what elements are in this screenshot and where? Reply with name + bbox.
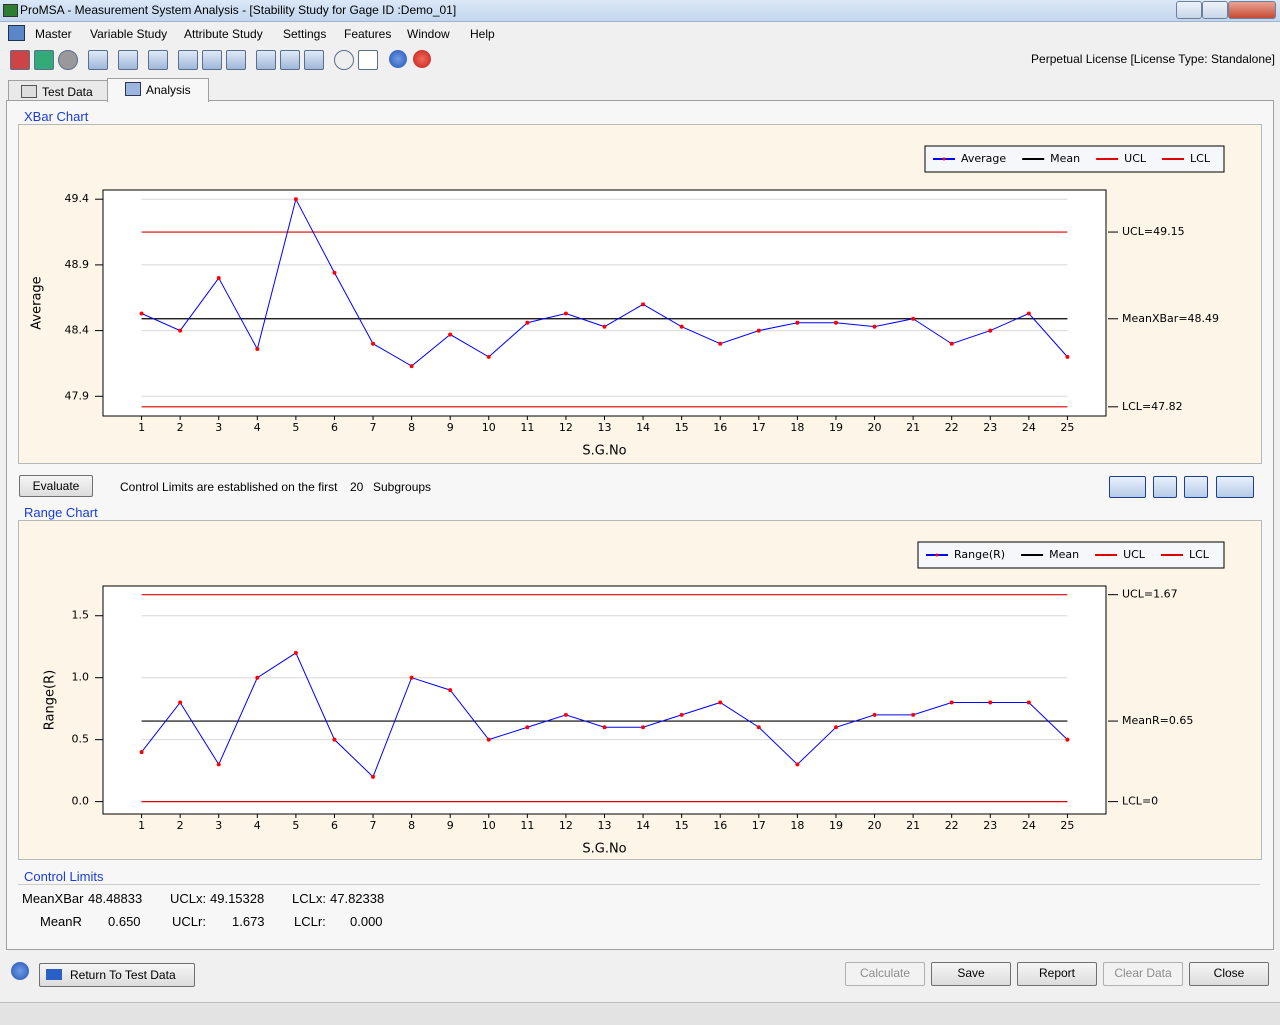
limit-value: 0.650 bbox=[108, 914, 141, 929]
clear-button[interactable]: Clear Data bbox=[1103, 962, 1183, 986]
tab-label: Analysis bbox=[146, 83, 191, 97]
group-label: Range Chart bbox=[24, 505, 98, 520]
limit-label: LCLx: bbox=[292, 891, 326, 906]
return-button[interactable]: Return To Test Data bbox=[39, 963, 195, 987]
tab[interactable]: Test Data bbox=[8, 80, 108, 101]
title-bar: ProMSA - Measurement System Analysis - [… bbox=[0, 0, 1280, 22]
limit-value: 0.000 bbox=[350, 914, 383, 929]
window-title: ProMSA - Measurement System Analysis - [… bbox=[20, 3, 457, 17]
tool-button[interactable] bbox=[334, 50, 354, 70]
limit-label: MeanXBar bbox=[22, 891, 84, 906]
license-label: Perpetual License [License Type: Standal… bbox=[1031, 52, 1275, 66]
limit-label: UCLr: bbox=[172, 914, 206, 929]
tab-label: Test Data bbox=[42, 85, 93, 99]
note-text: Control Limits are established on the fi… bbox=[120, 480, 338, 494]
limit-label: MeanR bbox=[40, 914, 82, 929]
tab-icon bbox=[21, 85, 37, 98]
tool-button[interactable] bbox=[304, 50, 324, 70]
evaluate-button[interactable]: Evaluate bbox=[19, 475, 93, 497]
limit-value: 47.82338 bbox=[330, 891, 385, 906]
note-text: Subgroups bbox=[373, 480, 432, 494]
prev-button[interactable] bbox=[1153, 476, 1177, 498]
next-button[interactable] bbox=[1184, 476, 1208, 498]
help-button[interactable] bbox=[389, 50, 407, 68]
menu-item[interactable]: Variable Study bbox=[90, 27, 168, 41]
limit-label: LCLr: bbox=[294, 914, 326, 929]
tool-button[interactable] bbox=[358, 50, 378, 70]
app-icon bbox=[3, 4, 18, 17]
range-chart-box bbox=[18, 520, 1262, 860]
tool-button[interactable] bbox=[226, 50, 246, 70]
xbar-chart-box bbox=[18, 124, 1262, 464]
tool-button[interactable] bbox=[88, 50, 108, 70]
tool-button[interactable] bbox=[178, 50, 198, 70]
tab-icon bbox=[125, 82, 141, 96]
menu-item[interactable]: Features bbox=[344, 27, 392, 41]
group-label: Control Limits bbox=[24, 869, 104, 884]
menu-item[interactable]: Help bbox=[470, 27, 495, 41]
maximize-button[interactable] bbox=[1202, 1, 1228, 19]
limit-value: 49.15328 bbox=[210, 891, 265, 906]
limit-value: 48.48833 bbox=[88, 891, 143, 906]
limit-label: UCLx: bbox=[170, 891, 207, 906]
tool-button[interactable] bbox=[256, 50, 276, 70]
tool-button[interactable] bbox=[10, 50, 30, 70]
control-limits-box bbox=[18, 884, 1260, 941]
tool-button[interactable] bbox=[58, 50, 78, 70]
last-button[interactable] bbox=[1216, 476, 1254, 498]
report-button[interactable]: Report bbox=[1017, 962, 1097, 986]
close-button[interactable]: Close bbox=[1189, 962, 1269, 986]
button-label: Return To Test Data bbox=[70, 968, 176, 982]
close-window-button[interactable] bbox=[1228, 1, 1276, 19]
menu-item[interactable]: Master bbox=[35, 27, 72, 41]
minimize-button[interactable] bbox=[1176, 1, 1202, 19]
tool-button[interactable] bbox=[148, 50, 168, 70]
limit-value: 1.673 bbox=[232, 914, 265, 929]
arrow-icon bbox=[46, 969, 62, 980]
menu-item[interactable]: Window bbox=[407, 27, 450, 41]
group-label: XBar Chart bbox=[24, 109, 89, 124]
menu-bar: Master Variable Study Attribute Study Se… bbox=[0, 22, 1280, 44]
tool-button[interactable] bbox=[202, 50, 222, 70]
first-button[interactable] bbox=[1109, 476, 1146, 498]
toolbar bbox=[0, 46, 1280, 72]
menu-icon bbox=[8, 25, 25, 41]
tool-button[interactable] bbox=[280, 50, 300, 70]
calculate-button[interactable]: Calculate bbox=[845, 962, 925, 986]
menu-item[interactable]: Attribute Study bbox=[184, 27, 263, 41]
menu-item[interactable]: Settings bbox=[283, 27, 327, 41]
tool-button[interactable] bbox=[34, 50, 54, 70]
tool-button[interactable] bbox=[118, 50, 138, 70]
save-button[interactable]: Save bbox=[931, 962, 1011, 986]
exit-button[interactable] bbox=[413, 50, 431, 68]
help-button[interactable] bbox=[11, 962, 29, 980]
note-count: 20 bbox=[350, 480, 364, 494]
status-bar bbox=[0, 1002, 1280, 1025]
mdi-controls[interactable] bbox=[1250, 24, 1274, 40]
tab-active[interactable]: Analysis bbox=[107, 78, 209, 102]
